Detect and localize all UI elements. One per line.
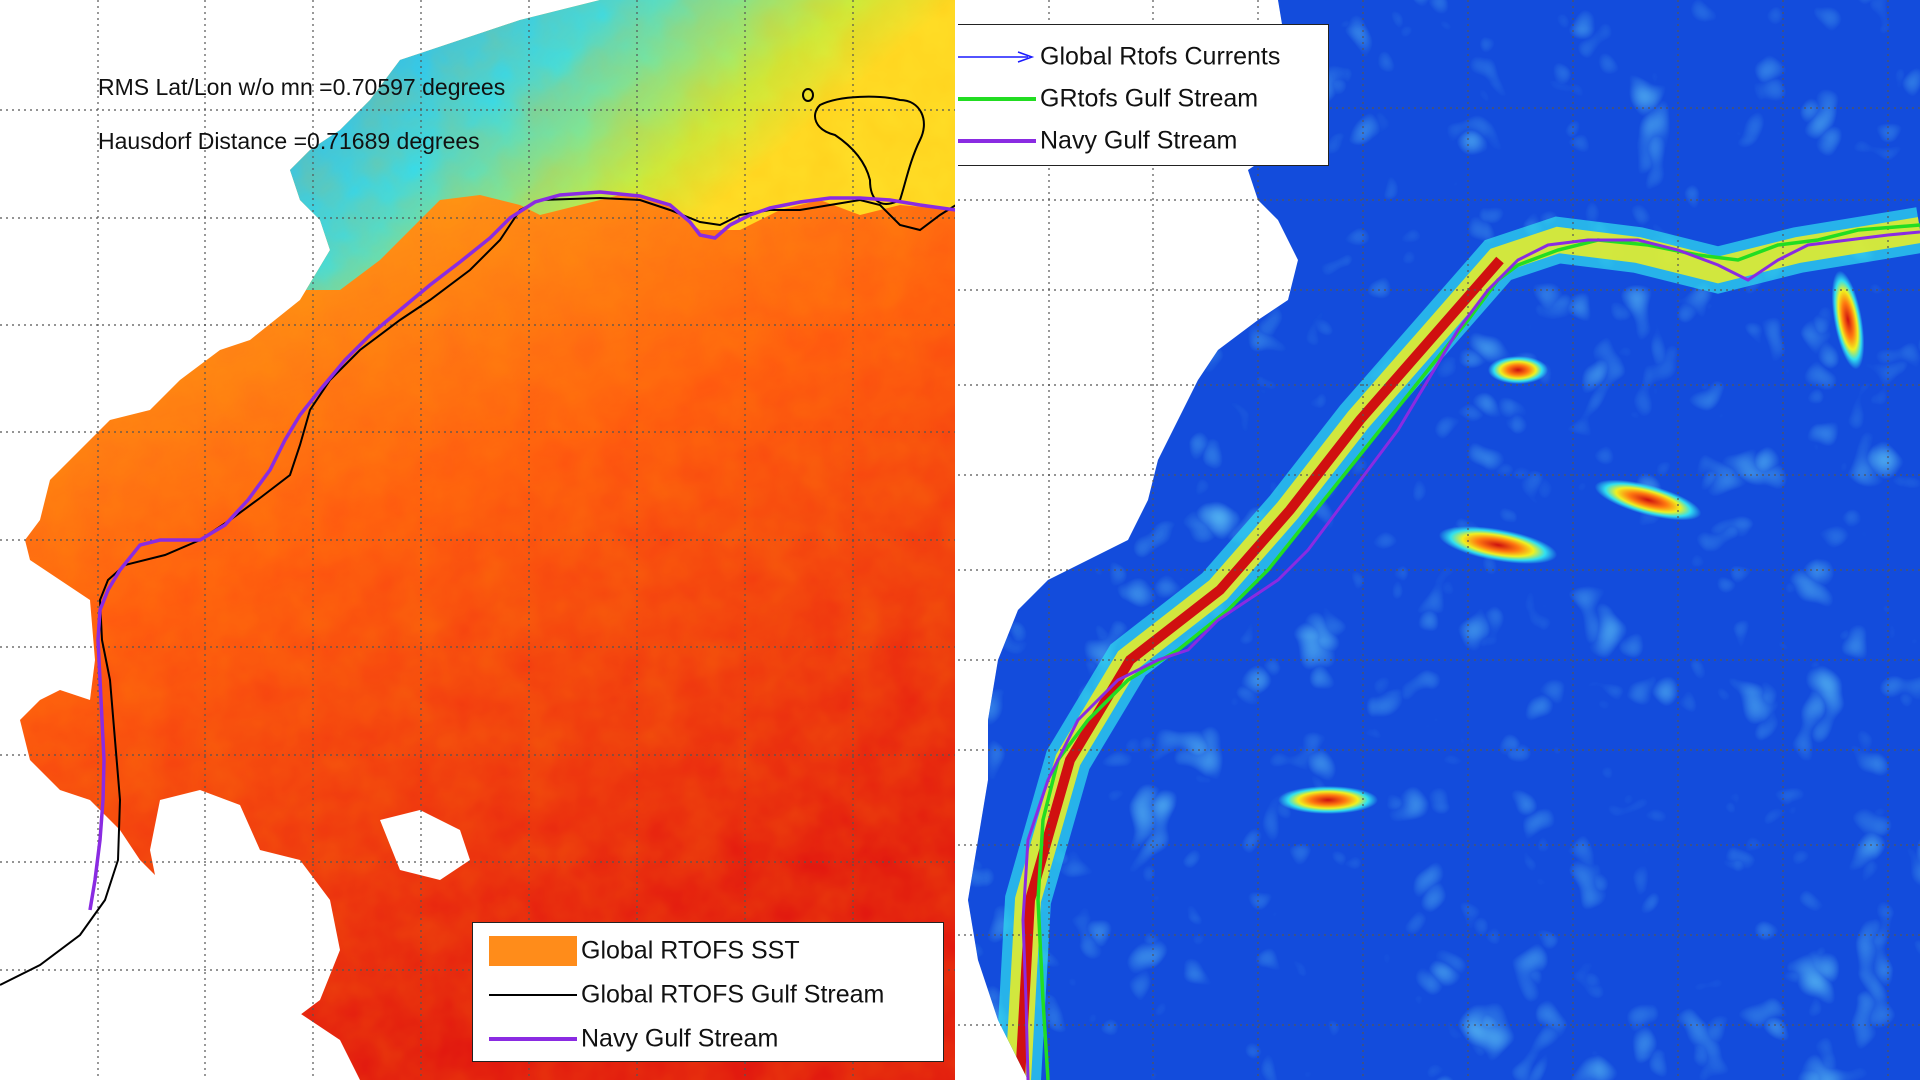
legend-label: Global Rtofs Currents xyxy=(1040,42,1281,71)
currents-legend: Global Rtofs Currents GRtofs Gulf Stream… xyxy=(958,24,1329,166)
purple-line-swatch xyxy=(489,1037,577,1041)
legend-label: Navy Gulf Stream xyxy=(581,1024,779,1053)
grid-lines xyxy=(0,0,956,1080)
black-line-swatch xyxy=(489,994,577,996)
legend-label: Global RTOFS Gulf Stream xyxy=(581,980,885,1009)
grid-lines xyxy=(958,0,1920,1080)
rtofs-eddy-ring xyxy=(814,95,925,205)
rtofs-gulf-stream-line xyxy=(0,196,956,986)
legend-item-currents: Global Rtofs Currents xyxy=(958,37,1328,77)
legend-label: GRtofs Gulf Stream xyxy=(1040,84,1259,113)
arrow-icon xyxy=(958,51,1035,63)
legend-label: Navy Gulf Stream xyxy=(1040,126,1238,155)
green-line-swatch xyxy=(958,97,1036,101)
purple-line-swatch xyxy=(958,139,1036,143)
currents-map xyxy=(958,0,1920,1080)
rms-stat-text: RMS Lat/Lon w/o mn =0.70597 degrees xyxy=(98,74,506,100)
sst-map-panel: RMS Lat/Lon w/o mn =0.70597 degrees Haus… xyxy=(0,0,956,1080)
legend-item-navy-stream: Navy Gulf Stream xyxy=(473,1019,943,1059)
legend-label: Global RTOFS SST xyxy=(581,936,800,965)
currents-map-panel: Global Rtofs Currents GRtofs Gulf Stream… xyxy=(958,0,1920,1080)
panel-divider xyxy=(955,0,959,1080)
sst-legend: Global RTOFS SST Global RTOFS Gulf Strea… xyxy=(472,922,944,1062)
hausdorff-stat-text: Hausdorf Distance =0.71689 degrees xyxy=(98,128,480,154)
legend-item-rtofs-stream: Global RTOFS Gulf Stream xyxy=(473,975,943,1015)
sst-swatch xyxy=(489,936,577,966)
legend-item-sst: Global RTOFS SST xyxy=(473,931,943,971)
legend-item-navy-stream: Navy Gulf Stream xyxy=(958,121,1328,161)
sst-map xyxy=(0,0,956,1080)
navy-gulf-stream-line xyxy=(1021,230,1920,1080)
navy-gulf-stream-line xyxy=(88,190,956,911)
legend-item-grtofs-stream: GRtofs Gulf Stream xyxy=(958,79,1328,119)
